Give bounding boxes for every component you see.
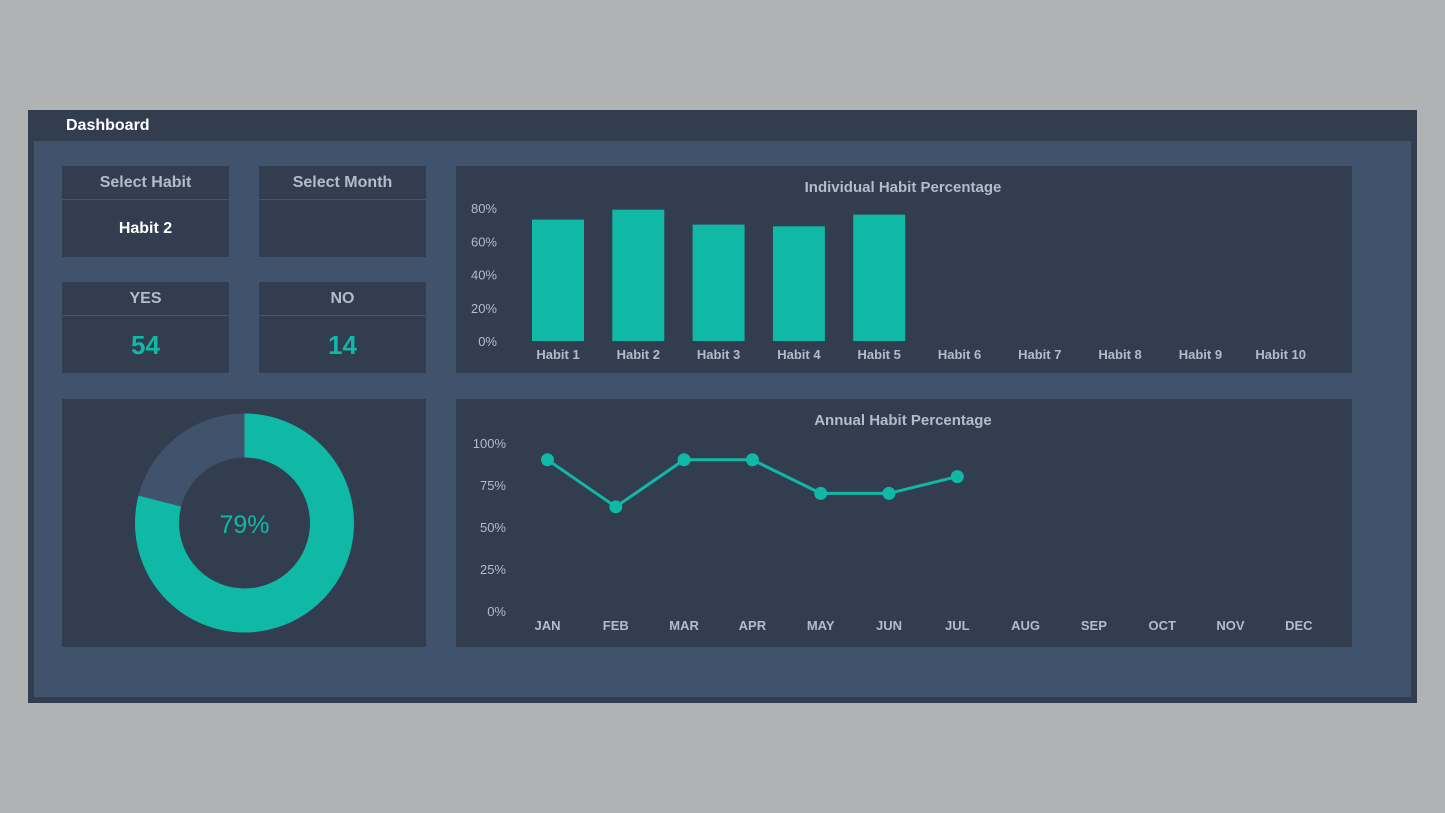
annual-data-point (541, 453, 554, 467)
annual-data-point (814, 486, 828, 500)
select-habit-label: Select Habit (62, 166, 229, 200)
line-y-tick-label: 25% (480, 562, 506, 577)
individual-habit-bar-chart: Individual Habit Percentage 0% 20% 40% 60% 8… (471, 179, 1306, 362)
line-x-tick-label: NOV (1216, 618, 1245, 633)
no-card: NO 14 (259, 282, 426, 373)
no-count: 14 (328, 330, 357, 360)
annual-data-point (950, 470, 964, 484)
select-habit-card[interactable]: Select Habit Habit 2 (62, 166, 229, 257)
annual-series-line (546, 458, 958, 509)
habit-bar (692, 224, 745, 341)
window-title: Dashboard (66, 117, 150, 134)
annual-data-point (745, 453, 759, 467)
line-x-tick-label: JAN (534, 618, 560, 633)
dashboard-body: Select Habit Habit 2 Select Month YES 54… (34, 141, 1411, 697)
bar-x-tick-label: Habit 5 (858, 347, 901, 362)
select-month-label: Select Month (259, 166, 426, 200)
bar-y-tick-label: 0% (478, 334, 497, 349)
annual-data-point (677, 453, 691, 467)
line-y-tick-label: 0% (487, 604, 506, 619)
habit-bar (612, 209, 665, 341)
line-x-tick-label: JUN (876, 618, 902, 633)
line-y-tick-label: 100% (473, 436, 507, 451)
bar-chart-title: Individual Habit Percentage (805, 179, 1002, 196)
line-x-tick-label: MAR (669, 618, 699, 633)
annual-habit-chart-panel: Annual Habit Percentage 0% 25% 50% 75% 100% J… (456, 399, 1352, 647)
no-label: NO (259, 282, 426, 316)
habit-bar (772, 226, 825, 341)
dashboard-window: Dashboard Select Habit Habit 2 Select Mo… (28, 110, 1417, 703)
bar-x-tick-label: Habit 2 (617, 347, 660, 362)
line-x-tick-label: SEP (1081, 618, 1107, 633)
bar-x-tick-label: Habit 4 (777, 347, 821, 362)
donut-percent-label: 79% (219, 511, 269, 539)
line-x-tick-label: OCT (1148, 618, 1176, 633)
line-y-tick-label: 50% (480, 520, 506, 535)
line-x-tick-label: AUG (1011, 618, 1040, 633)
annual-data-point (609, 500, 623, 514)
individual-habit-chart-panel: Individual Habit Percentage 0% 20% 40% 60% 8… (456, 166, 1352, 373)
line-x-tick-label: JUL (945, 618, 970, 633)
bar-x-tick-label: Habit 10 (1255, 347, 1306, 362)
bar-x-tick-label: Habit 3 (697, 347, 740, 362)
yes-count: 54 (131, 330, 160, 360)
bar-y-tick-label: 60% (471, 234, 497, 249)
annual-data-point (882, 486, 896, 500)
bar-x-tick-label: Habit 6 (938, 347, 981, 362)
donut-progress-arc (135, 413, 354, 633)
completion-donut-panel: 79% (62, 399, 426, 647)
bar-y-tick-label: 40% (471, 268, 497, 283)
bar-y-tick-label: 80% (471, 201, 497, 216)
select-month-card[interactable]: Select Month (259, 166, 426, 257)
line-x-tick-label: MAY (807, 618, 835, 633)
yes-card: YES 54 (62, 282, 229, 373)
line-chart-title: Annual Habit Percentage (814, 412, 992, 429)
bar-x-tick-label: Habit 1 (536, 347, 579, 362)
select-habit-value[interactable]: Habit 2 (118, 220, 173, 237)
line-x-tick-label: DEC (1285, 618, 1313, 633)
donut-chart: 79% (135, 413, 354, 633)
bar-x-tick-label: Habit 7 (1018, 347, 1061, 362)
habit-bar (532, 219, 584, 341)
line-y-tick-label: 75% (480, 478, 506, 493)
bar-x-tick-label: Habit 9 (1179, 347, 1222, 362)
line-x-tick-label: APR (739, 618, 767, 633)
yes-label: YES (62, 282, 229, 316)
bar-y-tick-label: 20% (471, 301, 497, 316)
annual-habit-line-chart: Annual Habit Percentage 0% 25% 50% 75% 100% J… (473, 412, 1313, 633)
line-x-tick-label: FEB (603, 618, 629, 633)
habit-bar (853, 214, 906, 341)
bar-x-tick-label: Habit 8 (1098, 347, 1141, 362)
